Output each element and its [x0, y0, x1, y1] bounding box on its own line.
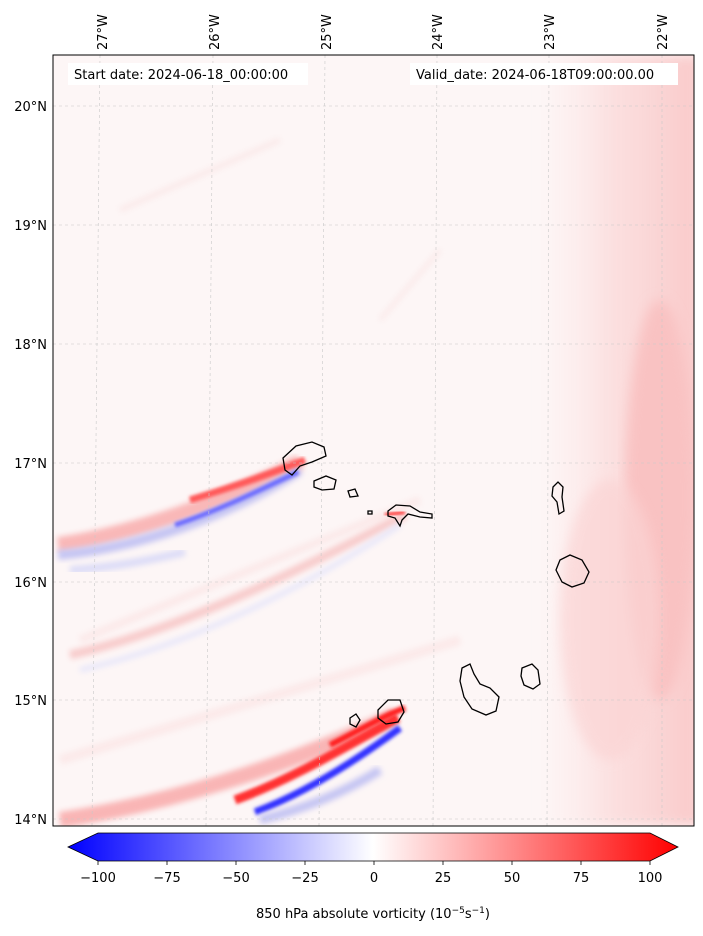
lon-label: 27°W: [96, 14, 111, 50]
island-santiago: [459, 663, 500, 716]
island-brava: [349, 713, 361, 728]
colorbar-tick: 0: [370, 871, 378, 886]
island-sal: [551, 481, 565, 516]
graticule: [53, 55, 694, 826]
valid-date-label: Valid_date: 2024-06-18T09:00:00.00: [416, 68, 654, 83]
longitude-labels: 27°W 26°W 25°W 24°W 23°W 22°W: [96, 14, 671, 50]
lat-label: 15°N: [14, 694, 47, 709]
map-frame: [52, 54, 695, 827]
colorbar-tick: 50: [504, 871, 521, 886]
lon-label: 23°W: [543, 14, 558, 50]
island-boa-vista: [555, 554, 590, 588]
colorbar-label: 850 hPa absolute vorticity (10−5s−1): [256, 906, 490, 922]
island-santa-luzia: [347, 488, 359, 498]
island-fogo: [377, 699, 405, 725]
vorticity-streak-south: [58, 705, 407, 826]
colorbar-tick: −100: [80, 871, 116, 886]
colorbar-tick: 75: [573, 871, 590, 886]
colorbar-tick: −25: [291, 871, 318, 886]
lon-label: 26°W: [208, 14, 223, 50]
lat-label: 19°N: [14, 219, 47, 234]
colorbar-tick: 100: [638, 871, 663, 886]
vorticity-field: [53, 55, 694, 826]
vorticity-streak-north: [56, 454, 307, 574]
start-date-box: [68, 63, 308, 85]
lon-label: 24°W: [431, 14, 446, 50]
lat-label: 14°N: [14, 813, 47, 828]
colorbar-tick: 25: [435, 871, 452, 886]
island-santo-antao: [282, 441, 327, 476]
island-sao-nicolau: [387, 504, 433, 528]
colorbar-tick: −50: [222, 871, 249, 886]
start-date-label: Start date: 2024-06-18_00:00:00: [74, 68, 288, 83]
valid-date-box: [410, 63, 678, 85]
lat-label: 16°N: [14, 576, 47, 591]
latitude-labels: 20°N 19°N 18°N 17°N 16°N 15°N 14°N: [14, 100, 47, 828]
colorbar-gradient: [67, 832, 679, 862]
island-coastlines: [282, 441, 590, 728]
colorbar-tick: −75: [153, 871, 180, 886]
island-sao-vicente: [313, 475, 337, 491]
lat-label: 18°N: [14, 338, 47, 353]
lat-label: 20°N: [14, 100, 47, 115]
colorbar: −100 −75 −50 −25 0 25 50 75 100 850 hPa …: [67, 832, 679, 922]
island-maio: [520, 663, 541, 690]
lon-label: 25°W: [320, 14, 335, 50]
lat-label: 17°N: [14, 457, 47, 472]
lon-label: 22°W: [656, 14, 671, 50]
